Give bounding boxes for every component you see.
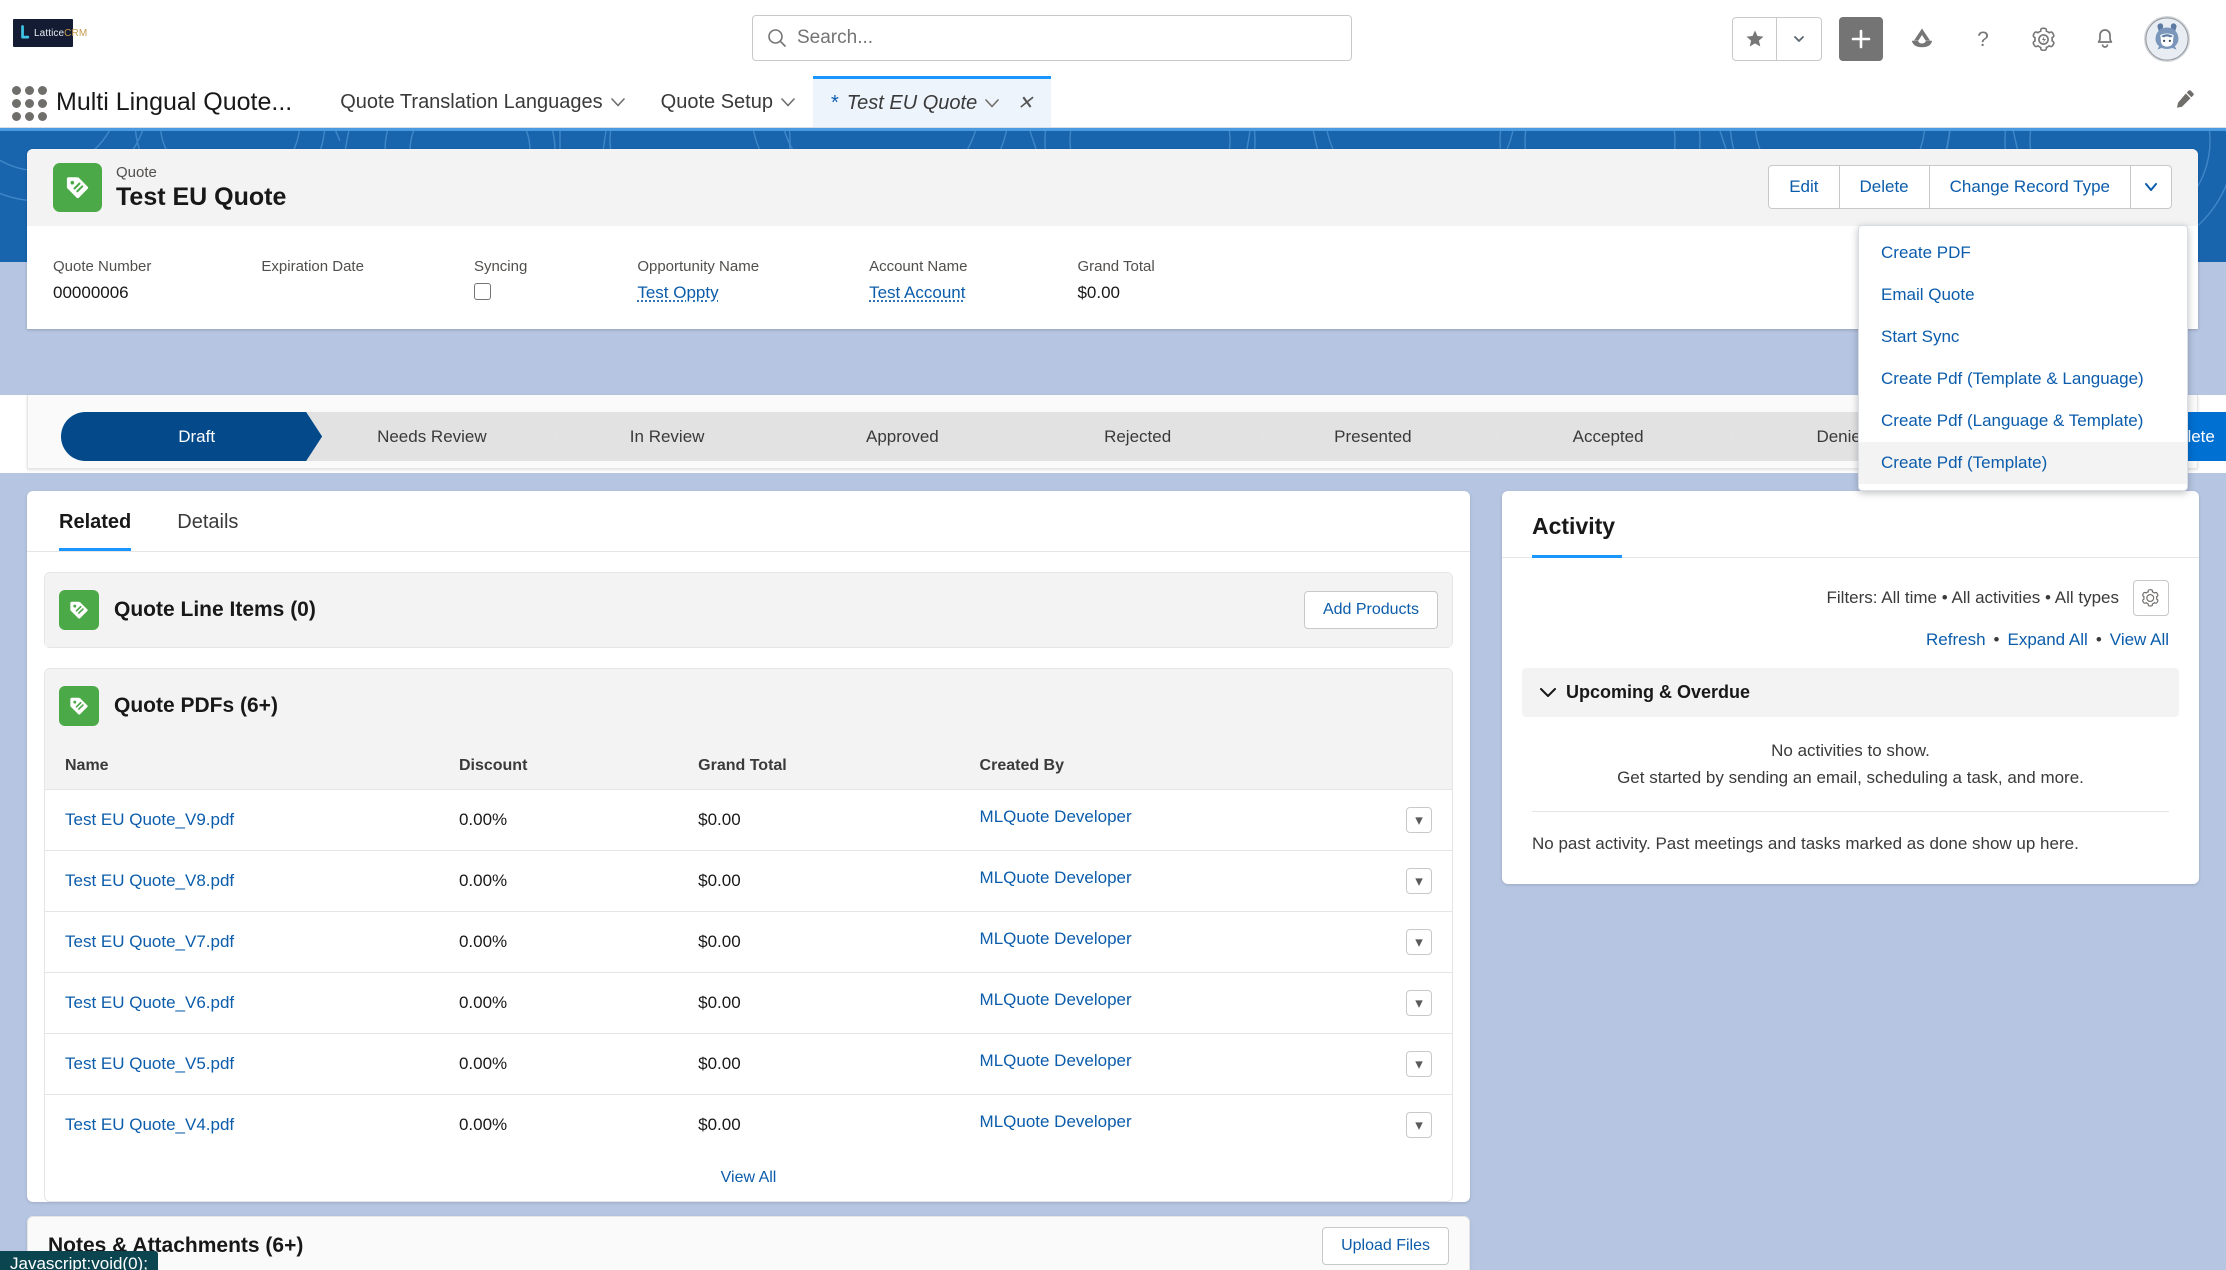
svg-text:?: ? (1977, 28, 1989, 51)
